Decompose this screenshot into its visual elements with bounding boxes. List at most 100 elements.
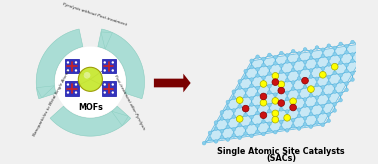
Circle shape xyxy=(291,68,295,72)
Circle shape xyxy=(272,79,279,85)
Polygon shape xyxy=(112,111,129,126)
Circle shape xyxy=(303,66,307,70)
Polygon shape xyxy=(36,29,83,99)
Circle shape xyxy=(279,64,283,67)
Circle shape xyxy=(333,90,336,93)
Circle shape xyxy=(315,83,319,87)
Circle shape xyxy=(309,106,313,110)
Circle shape xyxy=(279,101,283,105)
Circle shape xyxy=(291,49,295,53)
Circle shape xyxy=(315,102,319,106)
Circle shape xyxy=(268,84,271,88)
Circle shape xyxy=(285,91,289,95)
Circle shape xyxy=(274,93,277,96)
Circle shape xyxy=(220,135,224,139)
Circle shape xyxy=(268,53,271,57)
Circle shape xyxy=(242,105,249,112)
Circle shape xyxy=(232,134,235,137)
Circle shape xyxy=(279,108,283,111)
Circle shape xyxy=(232,90,235,93)
Circle shape xyxy=(272,110,279,117)
Circle shape xyxy=(268,103,271,107)
FancyBboxPatch shape xyxy=(102,59,116,73)
Circle shape xyxy=(339,61,342,64)
Circle shape xyxy=(278,87,285,94)
Circle shape xyxy=(226,138,229,141)
Circle shape xyxy=(278,81,285,88)
Polygon shape xyxy=(37,86,54,98)
Circle shape xyxy=(84,72,90,79)
Circle shape xyxy=(285,97,289,101)
Circle shape xyxy=(321,85,325,89)
Circle shape xyxy=(273,130,277,134)
Circle shape xyxy=(260,81,267,87)
Circle shape xyxy=(333,102,336,106)
Circle shape xyxy=(332,63,338,70)
Text: Single Atomic Site Catalysts: Single Atomic Site Catalysts xyxy=(217,147,345,156)
Circle shape xyxy=(321,73,325,77)
Circle shape xyxy=(262,120,265,123)
Circle shape xyxy=(345,51,349,54)
Circle shape xyxy=(339,80,342,83)
Circle shape xyxy=(309,125,313,128)
Circle shape xyxy=(279,51,283,55)
Circle shape xyxy=(315,96,319,99)
Circle shape xyxy=(244,113,248,117)
Circle shape xyxy=(309,50,313,53)
Circle shape xyxy=(208,131,212,135)
Circle shape xyxy=(285,116,289,120)
Circle shape xyxy=(321,54,325,58)
Circle shape xyxy=(250,78,254,81)
Circle shape xyxy=(297,77,301,80)
Circle shape xyxy=(250,122,253,125)
Circle shape xyxy=(327,119,330,123)
Circle shape xyxy=(291,106,295,109)
Circle shape xyxy=(272,116,279,123)
Circle shape xyxy=(268,128,271,132)
Circle shape xyxy=(279,82,283,86)
Circle shape xyxy=(75,69,77,72)
Circle shape xyxy=(351,53,354,56)
Circle shape xyxy=(250,115,253,119)
Circle shape xyxy=(226,125,230,129)
Circle shape xyxy=(238,117,242,121)
Circle shape xyxy=(327,94,331,98)
Circle shape xyxy=(256,130,259,134)
Circle shape xyxy=(369,47,372,51)
Circle shape xyxy=(112,91,114,94)
Circle shape xyxy=(285,110,289,113)
Circle shape xyxy=(303,85,307,89)
Circle shape xyxy=(291,124,295,128)
Circle shape xyxy=(339,55,342,58)
Circle shape xyxy=(356,67,360,71)
Circle shape xyxy=(238,80,242,83)
Circle shape xyxy=(291,118,295,122)
Circle shape xyxy=(75,83,77,86)
Circle shape xyxy=(303,79,307,82)
Circle shape xyxy=(333,71,336,75)
Circle shape xyxy=(375,37,378,40)
Circle shape xyxy=(262,63,265,67)
Circle shape xyxy=(78,67,102,91)
Text: Pyrolysis without Post-treatment: Pyrolysis without Post-treatment xyxy=(62,3,127,27)
Circle shape xyxy=(272,98,279,104)
Circle shape xyxy=(256,111,259,115)
Circle shape xyxy=(278,100,285,106)
Circle shape xyxy=(244,94,248,98)
Circle shape xyxy=(256,55,259,59)
FancyBboxPatch shape xyxy=(65,82,79,96)
Circle shape xyxy=(226,100,230,104)
Circle shape xyxy=(67,69,69,72)
Circle shape xyxy=(75,91,77,94)
Circle shape xyxy=(250,103,253,106)
Circle shape xyxy=(369,41,372,44)
Circle shape xyxy=(333,52,336,56)
Circle shape xyxy=(112,83,114,86)
FancyBboxPatch shape xyxy=(102,82,116,96)
Circle shape xyxy=(297,52,301,55)
Circle shape xyxy=(303,116,307,120)
Circle shape xyxy=(232,96,235,100)
Circle shape xyxy=(333,109,336,112)
Circle shape xyxy=(226,119,230,123)
Circle shape xyxy=(220,110,224,114)
